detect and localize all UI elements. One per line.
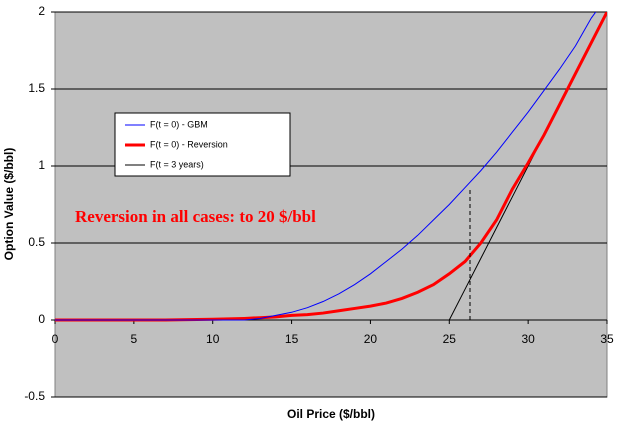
x-tick-label: 5 xyxy=(131,332,138,346)
x-tick-label: 10 xyxy=(206,332,220,346)
y-axis-label: Option Value ($/bbl) xyxy=(2,148,16,261)
x-tick-label: 25 xyxy=(443,332,457,346)
legend-label: F(t = 0) - GBM xyxy=(150,119,208,129)
legend-label: F(t = 0) - Reversion xyxy=(150,139,228,149)
legend-label: F(t = 3 years) xyxy=(150,159,204,169)
x-tick-label: 0 xyxy=(52,332,59,346)
series-line xyxy=(55,12,597,321)
y-tick-label: 1.5 xyxy=(28,81,45,95)
plot-area xyxy=(54,11,608,398)
x-tick-label: 15 xyxy=(285,332,299,346)
y-tick-label: 1 xyxy=(38,158,45,172)
x-tick-label: 30 xyxy=(521,332,535,346)
y-tick-label: 2 xyxy=(38,4,45,18)
y-tick-label: 0.5 xyxy=(28,235,45,249)
x-tick-label: 20 xyxy=(364,332,378,346)
x-tick-label: 35 xyxy=(600,332,614,346)
y-tick-label: 0 xyxy=(38,312,45,326)
x-axis-label: Oil Price ($/bbl) xyxy=(287,407,375,421)
annotation: Reversion in all cases: to 20 $/bbl xyxy=(75,207,316,226)
y-tick-label: -0.5 xyxy=(24,389,45,403)
